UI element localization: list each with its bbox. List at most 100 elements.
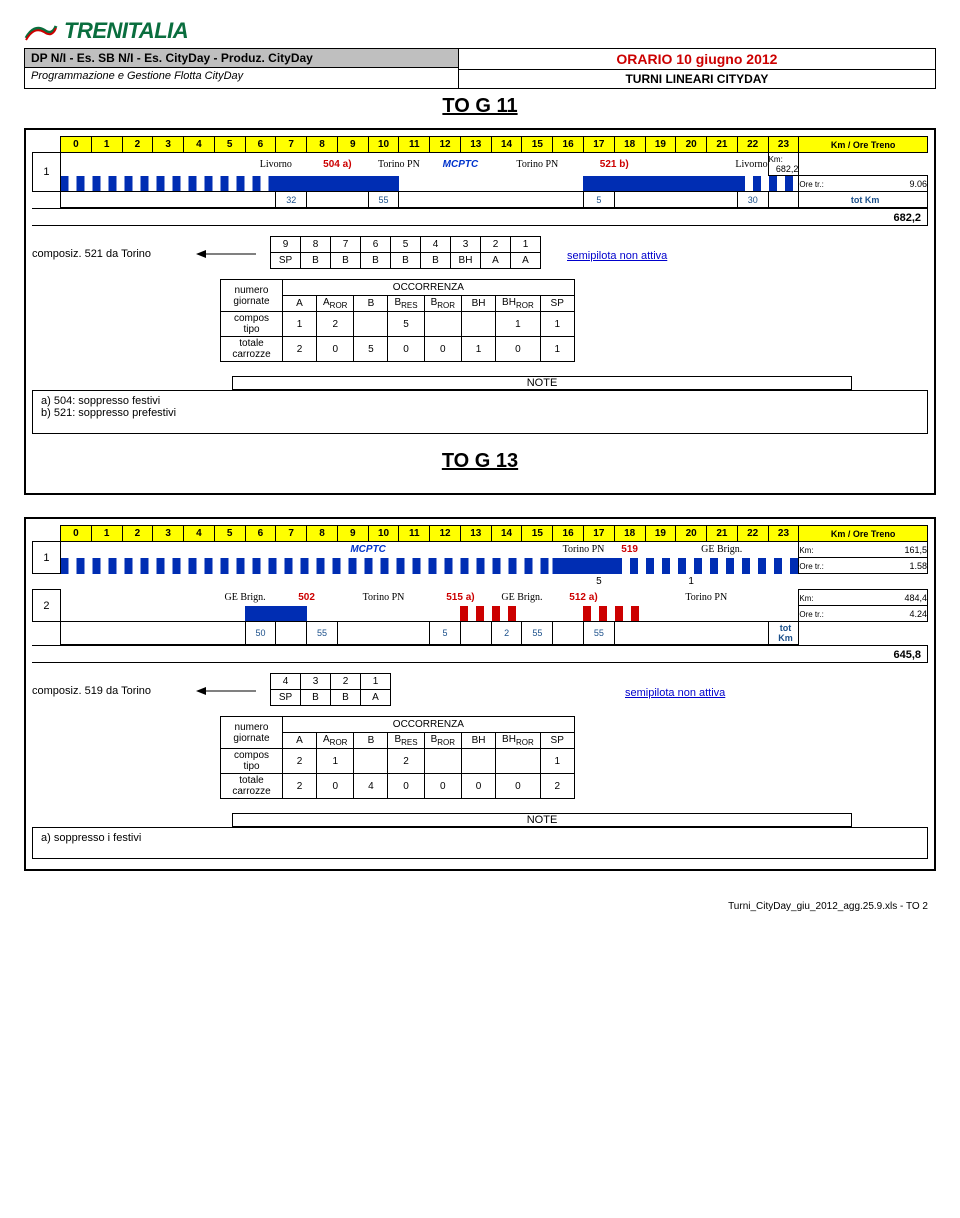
s: ROR — [516, 738, 534, 747]
header-orario: ORARIO 10 giugno 2012 — [459, 49, 935, 70]
comp-label: compos tipo — [221, 312, 283, 337]
kmore: Km / Ore Treno — [799, 137, 928, 153]
h: 3 — [153, 137, 184, 153]
h: 15 — [522, 137, 553, 153]
min: 5 — [583, 192, 614, 208]
train: 502 — [276, 590, 338, 606]
c: B — [361, 253, 391, 269]
h: 20 — [676, 137, 707, 153]
note-line: b) 521: soppresso prefestivi — [41, 407, 919, 419]
station: GE Brign. — [214, 590, 276, 606]
h: 12 — [430, 137, 461, 153]
h: 18 — [614, 137, 645, 153]
c: 5 — [388, 312, 424, 337]
kmore: Km / Ore Treno — [799, 526, 928, 542]
totkm-val: 645,8 — [32, 645, 928, 663]
note-label: NOTE — [232, 813, 852, 827]
train: 519 — [614, 542, 645, 558]
occ-table1: numero giornate OCCORRENZA A AROR B BRES… — [220, 279, 575, 362]
train: 515 a) — [430, 590, 492, 606]
h: 10 — [368, 137, 399, 153]
h: 23 — [768, 137, 799, 153]
c — [354, 312, 388, 337]
c: B — [368, 735, 375, 746]
h: 8 — [307, 137, 338, 153]
c: 1 — [496, 312, 541, 337]
h: 22 — [737, 526, 768, 542]
h: 5 — [214, 137, 245, 153]
c: 0 — [496, 337, 541, 362]
h: 17 — [583, 526, 614, 542]
mcptc: MCPTC — [337, 542, 399, 558]
c: 0 — [496, 774, 541, 799]
block2: 01234567891011121314151617181920212223 K… — [24, 517, 936, 871]
c: A — [296, 298, 303, 309]
km-label: Km: — [799, 546, 813, 555]
s: RES — [401, 301, 417, 310]
compo-label: composiz. 519 da Torino — [32, 673, 182, 697]
c: 1 — [283, 312, 317, 337]
c: SP — [271, 253, 301, 269]
row-id: 1 — [33, 542, 61, 574]
ore-val: 4.24 — [909, 609, 927, 619]
km-label: Km: — [799, 594, 813, 603]
note-line: a) soppresso i festivi — [41, 832, 919, 844]
note-label: NOTE — [232, 376, 852, 390]
occ-table2: numero giornate OCCORRENZA A AROR B BRES… — [220, 716, 575, 799]
h: 14 — [491, 137, 522, 153]
h: 14 — [491, 526, 522, 542]
h: 8 — [307, 526, 338, 542]
timeline2: 01234567891011121314151617181920212223 K… — [32, 525, 928, 645]
totkm-label: tot Km — [799, 192, 928, 208]
station: Torino PN — [337, 590, 429, 606]
min: 2 — [491, 622, 522, 645]
c: 2 — [540, 774, 574, 799]
min: 50 — [245, 622, 276, 645]
min: 55 — [368, 192, 399, 208]
c: 1 — [540, 749, 574, 774]
c: 1 — [317, 749, 354, 774]
inter: 5 — [583, 574, 614, 590]
header-bar: DP N/I - Es. SB N/I - Es. CityDay - Prod… — [24, 48, 936, 89]
totkm-val: 682,2 — [32, 208, 928, 226]
ore-label: Ore tr.: — [799, 180, 823, 189]
semipilota: semipilota non attiva — [625, 673, 725, 699]
c: B — [301, 253, 331, 269]
c — [462, 749, 496, 774]
c: 2 — [331, 674, 361, 690]
c: 5 — [391, 237, 421, 253]
row-id: 1 — [33, 153, 61, 192]
inter: 1 — [676, 574, 707, 590]
h: 3 — [153, 526, 184, 542]
footer: Turni_CityDay_giu_2012_agg.25.9.xls - TO… — [24, 901, 936, 912]
ore-val: 1.58 — [909, 561, 927, 571]
c: SP — [551, 298, 564, 309]
c: 0 — [462, 774, 496, 799]
h: 15 — [522, 526, 553, 542]
occ-label: OCCORRENZA — [283, 280, 575, 296]
c: 7 — [331, 237, 361, 253]
c: 9 — [271, 237, 301, 253]
h: 19 — [645, 137, 676, 153]
h: 17 — [583, 137, 614, 153]
c: 0 — [424, 337, 461, 362]
c: B — [331, 690, 361, 706]
c: 0 — [388, 774, 424, 799]
min: 55 — [307, 622, 338, 645]
h: 21 — [707, 526, 738, 542]
num-label: numero giornate — [221, 717, 283, 749]
km-val: 682,2 — [776, 164, 799, 174]
arrow-icon — [196, 673, 256, 700]
s: ROR — [516, 301, 534, 310]
h: 1 — [91, 526, 122, 542]
min: 30 — [737, 192, 768, 208]
c: 1 — [511, 237, 541, 253]
station: Livorno — [245, 153, 307, 176]
c: B — [331, 253, 361, 269]
h: 1 — [91, 137, 122, 153]
c: 2 — [481, 237, 511, 253]
ore-label: Ore tr.: — [799, 562, 823, 571]
num-label: numero giornate — [221, 280, 283, 312]
h: 20 — [676, 526, 707, 542]
logo: TRENITALIA — [24, 18, 936, 44]
